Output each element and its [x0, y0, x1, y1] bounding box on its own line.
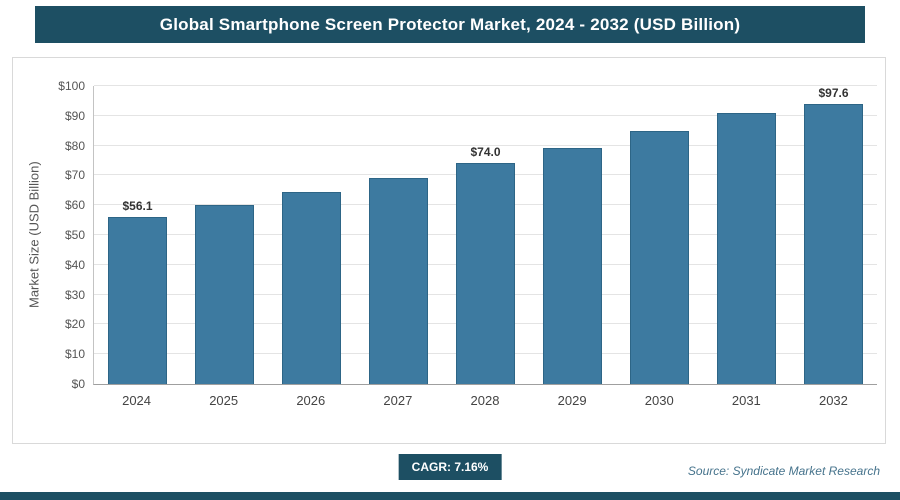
x-tick-label: 2026 — [296, 393, 326, 408]
bar-cell-2024: $56.1 — [94, 86, 181, 384]
chart-container: Market Size (USD Billion) $0 $10 $20 $30 $40… — [12, 57, 886, 444]
y-tick-label: $10 — [64, 347, 85, 362]
y-tick-label: $100 — [58, 79, 85, 93]
bar-2025 — [194, 204, 255, 384]
bar-2032 — [803, 104, 864, 384]
bars-group: $56.1 $74.0 $97.6 — [94, 86, 877, 384]
bar-cell-2025 — [181, 86, 268, 384]
y-tick-label: $40 — [64, 257, 85, 272]
bar-2026 — [281, 192, 342, 384]
x-tick-label: 2029 — [557, 393, 587, 408]
x-tick-label: 2028 — [470, 393, 500, 408]
bar-2028 — [455, 163, 516, 384]
x-tick-label: 2027 — [383, 393, 413, 408]
x-tick-label: 2030 — [644, 393, 674, 408]
x-tick-label: 2025 — [209, 393, 239, 408]
x-tick-label: 2031 — [731, 393, 761, 408]
bar-value-label: $56.1 — [122, 198, 153, 213]
y-tick-label: $60 — [64, 198, 85, 213]
y-tick-label: $80 — [64, 138, 85, 153]
bar-value-label: $74.0 — [470, 145, 501, 160]
bar-cell-2029 — [529, 86, 616, 384]
x-tick-label: 2024 — [122, 393, 152, 408]
cagr-badge: CAGR: 7.16% — [398, 454, 502, 480]
x-tick-label: 2032 — [818, 393, 848, 408]
y-tick-label: $20 — [64, 317, 85, 332]
chart-inner: Market Size (USD Billion) $0 $10 $20 $30 $40… — [13, 58, 885, 443]
bar-2027 — [368, 178, 429, 384]
y-axis-ticks: $0 $10 $20 $30 $40 $50 $60 $70 $80 $90 $100 — [47, 79, 93, 391]
bar-cell-2031 — [703, 86, 790, 384]
y-axis-title: Market Size (USD Billion) — [26, 161, 42, 309]
bar-cell-2027 — [355, 86, 442, 384]
y-tick-label: $70 — [64, 168, 85, 183]
y-tick-label: $50 — [64, 228, 85, 242]
chart-title: Global Smartphone Screen Protector Marke… — [35, 6, 865, 43]
bar-cell-2026 — [268, 86, 355, 384]
bar-2029 — [542, 147, 603, 384]
bar-cell-2030 — [616, 86, 703, 384]
bar-2030 — [629, 130, 690, 384]
source-text: Source: Syndicate Market Research — [687, 464, 880, 478]
plot-area: $56.1 $74.0 $97.6 — [93, 85, 877, 385]
gridline — [94, 85, 877, 86]
y-tick-label: $90 — [64, 108, 85, 123]
gridline — [94, 114, 877, 116]
y-tick-label: $30 — [64, 287, 85, 302]
y-tick-label: $0 — [71, 377, 85, 391]
gridline — [94, 144, 877, 146]
bottom-accent-bar — [0, 492, 900, 500]
bar-cell-2032: $97.6 — [790, 86, 877, 384]
bar-2031 — [716, 112, 777, 384]
bar-value-label: $97.6 — [818, 86, 849, 100]
bar-2024 — [107, 216, 168, 384]
plot-column: $56.1 $74.0 $97.6 2024 2025 2026 2027 2028 2029… — [93, 85, 877, 443]
x-axis-ticks: 2024 2025 2026 2027 2028 2029 2030 2031 2032 — [93, 385, 877, 408]
bar-cell-2028: $74.0 — [442, 86, 529, 384]
